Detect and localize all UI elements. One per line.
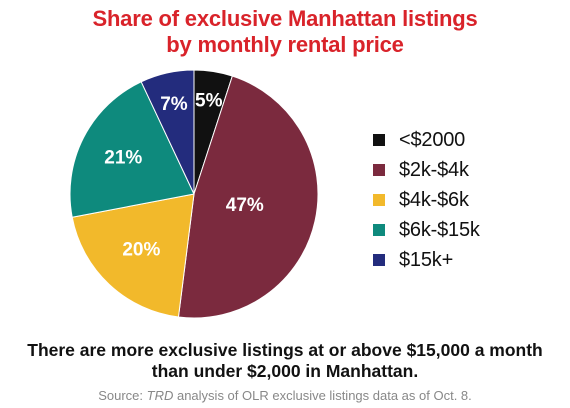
slice-label-6k-15k: 21%: [104, 147, 142, 168]
legend-label: $2k-$4k: [399, 158, 469, 181]
pie-slice-6k-15k: [69, 81, 195, 218]
legend-item-under-2000: <$2000: [373, 128, 480, 151]
chart-note: There are more exclusive listings at or …: [0, 340, 570, 382]
legend-label: $4k-$6k: [399, 188, 469, 211]
legend-swatch: [373, 134, 385, 146]
legend-item-6k-15k: $6k-$15k: [373, 218, 480, 241]
slice-label-under-2000: 5%: [195, 90, 223, 111]
legend-label: $6k-$15k: [399, 218, 480, 241]
legend-item-15k-plus: $15k+: [373, 248, 480, 271]
chart-note-line-2: than under $2,000 in Manhattan.: [151, 361, 419, 381]
legend-swatch: [373, 164, 385, 176]
legend-swatch: [373, 224, 385, 236]
legend-swatch: [373, 254, 385, 266]
chart-title: Share of exclusive Manhattan listings by…: [0, 6, 570, 58]
chart-source: Source: TRD analysis of OLR exclusive li…: [0, 388, 570, 403]
slice-label-2k-4k: 47%: [226, 195, 264, 216]
chart-title-line-2: by monthly rental price: [166, 32, 404, 57]
legend-swatch: [373, 194, 385, 206]
legend-item-2k-4k: $2k-$4k: [373, 158, 480, 181]
slice-label-4k-6k: 20%: [122, 240, 160, 261]
pie-slice-4k-6k: [71, 193, 195, 318]
legend-label: <$2000: [399, 128, 466, 151]
pie-slice-2k-4k: [177, 75, 319, 319]
chart-title-line-1: Share of exclusive Manhattan listings: [92, 6, 478, 31]
source-publication: TRD: [146, 388, 174, 403]
slice-label-15k-plus: 7%: [160, 94, 188, 115]
legend-item-4k-6k: $4k-$6k: [373, 188, 480, 211]
source-prefix: Source:: [98, 388, 147, 403]
pie-slice-15k-plus: [140, 69, 195, 195]
source-suffix: analysis of OLR exclusive listings data …: [173, 388, 472, 403]
legend-label: $15k+: [399, 248, 454, 271]
chart-note-line-1: There are more exclusive listings at or …: [27, 340, 543, 360]
chart-legend: <$2000 $2k-$4k $4k-$6k $6k-$15k $15k+: [373, 128, 480, 280]
